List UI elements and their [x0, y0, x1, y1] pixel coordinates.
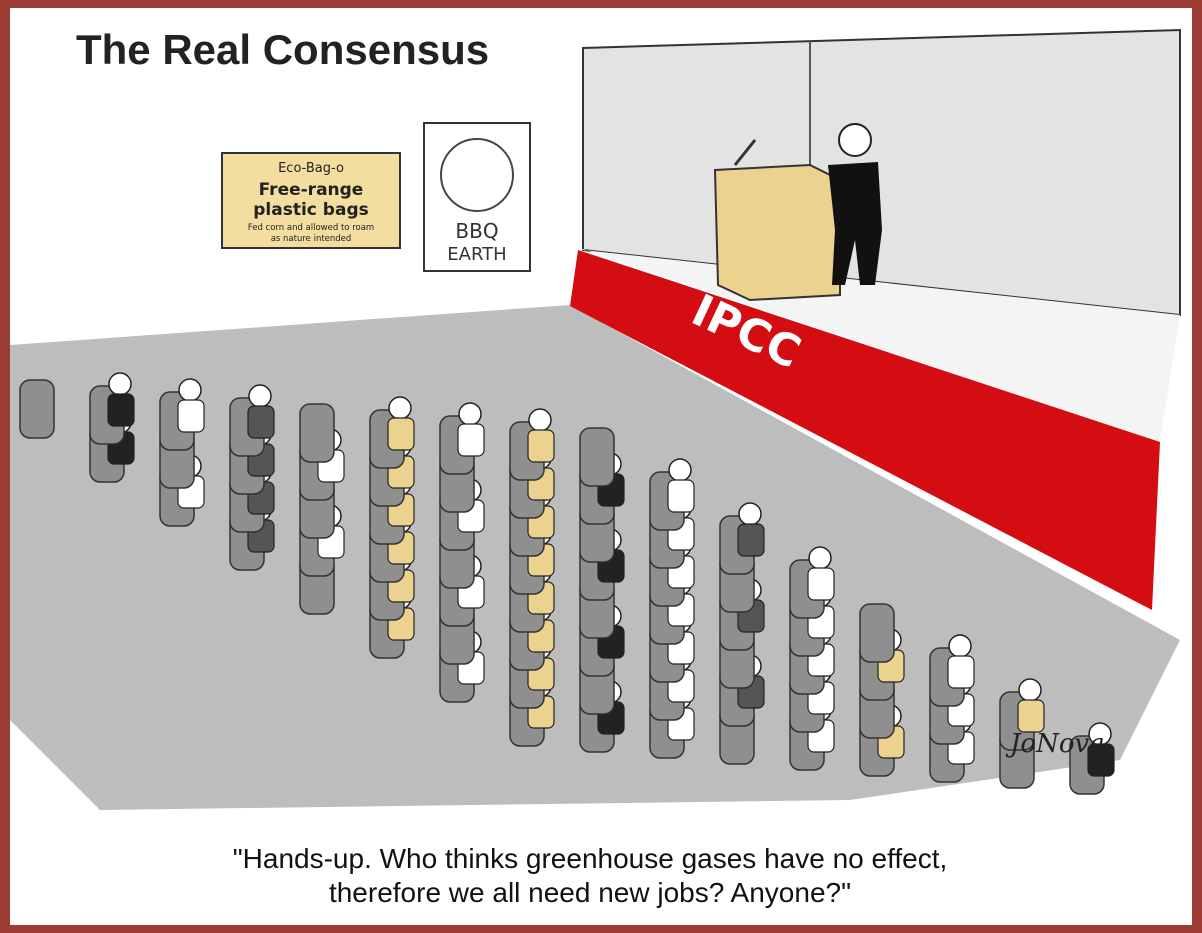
- sign-line: Free-range: [259, 180, 364, 200]
- audience-body: [457, 423, 485, 457]
- audience-body: [807, 567, 835, 601]
- audience-body: [1087, 743, 1115, 777]
- sign-brand: Eco-Bag-o: [278, 161, 344, 176]
- caption-line: therefore we all need new jobs? Anyone?": [329, 877, 851, 908]
- poster-line: BBQ: [455, 219, 498, 243]
- audience-head: [388, 396, 412, 420]
- audience-body: [737, 523, 765, 557]
- microphone: [733, 139, 757, 166]
- audience-head: [178, 378, 202, 402]
- bbq-poster: [423, 122, 531, 272]
- audience-head: [808, 546, 832, 570]
- speaker-body: [828, 162, 882, 285]
- seat: [299, 403, 335, 463]
- caption-line: "Hands-up. Who thinks greenhouse gases h…: [233, 843, 948, 874]
- audience-head: [738, 502, 762, 526]
- globe: [440, 138, 514, 212]
- seat: [19, 379, 55, 439]
- stage-front: [570, 250, 1160, 610]
- speaker-head: [838, 123, 872, 157]
- signature: JoNova: [1005, 729, 1105, 759]
- audience-body: [107, 393, 135, 427]
- podium: [713, 163, 841, 302]
- audience-body: [527, 429, 555, 463]
- sign-small: Fed corn and allowed to roam: [248, 223, 374, 233]
- audience-body: [667, 479, 695, 513]
- audience-head: [528, 408, 552, 432]
- audience-body: [247, 405, 275, 439]
- eco-sign: [221, 152, 401, 249]
- poster-line: EARTH: [447, 244, 506, 265]
- audience-head: [458, 402, 482, 426]
- seat: [579, 427, 615, 487]
- stage-top: [580, 248, 1180, 442]
- title: The Real Consensus: [76, 26, 489, 73]
- audience-head: [248, 384, 272, 408]
- seating: [19, 372, 1115, 795]
- audience-body: [387, 417, 415, 451]
- audience-head: [108, 372, 132, 396]
- seat: [859, 603, 895, 663]
- audience-head: [668, 458, 692, 482]
- audience-body: [1017, 699, 1045, 733]
- audience-body: [947, 655, 975, 689]
- audience-head: [1018, 678, 1042, 702]
- sign-small: as nature intended: [271, 234, 352, 244]
- audience-body: [177, 399, 205, 433]
- audience-head: [948, 634, 972, 658]
- sign-line: plastic bags: [253, 200, 368, 220]
